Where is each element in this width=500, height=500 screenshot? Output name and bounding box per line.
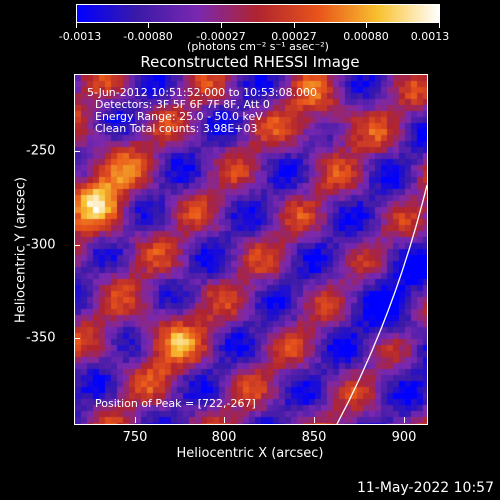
colorbar: -0.0013 -0.00080 -0.00027 0.00027 0.0008… — [59, 4, 449, 43]
colorbar-tick — [294, 22, 295, 28]
solar-limb — [336, 184, 427, 424]
info-peak-position: Position of Peak = [722,-267] — [95, 397, 256, 410]
colorbar-tick-label: 0.0013 — [410, 30, 450, 43]
colorbar-units: (photons cm⁻² s⁻¹ asec⁻²) — [187, 40, 329, 53]
colorbar-tick-label: 0.00027 — [271, 30, 317, 43]
x-tick — [314, 417, 315, 423]
plot-title: Reconstructed RHESSI Image — [140, 53, 360, 71]
x-tick-label: 900 — [391, 430, 417, 445]
x-tick-label: 800 — [211, 430, 237, 445]
colorbar-tick — [148, 22, 149, 28]
colorbar-tick — [366, 22, 367, 28]
y-axis-label: Heliocentric Y (arcsec) — [13, 177, 29, 323]
colorbar-tick — [439, 22, 440, 28]
info-energy-range: Energy Range: 25.0 - 50.0 keV — [95, 110, 263, 123]
colorbar-tick-label: -0.00027 — [196, 30, 246, 43]
x-tick — [224, 417, 225, 423]
timestamp: 11-May-2022 10:57 — [356, 480, 494, 496]
info-total-counts: Clean Total counts: 3.98E+03 — [95, 122, 258, 135]
y-tick — [74, 151, 80, 152]
info-detectors: Detectors: 3F 5F 6F 7F 8F, Att 0 — [95, 98, 270, 111]
x-tick-label: 850 — [301, 430, 327, 445]
colorbar-tick — [221, 22, 222, 28]
colorbar-tick-label: -0.00080 — [123, 30, 173, 43]
x-axis-label: Heliocentric X (arcsec) — [176, 446, 324, 461]
colorbar-tick — [76, 22, 77, 28]
x-tick — [404, 417, 405, 423]
colorbar-gradient — [76, 4, 440, 23]
colorbar-tick-label: -0.0013 — [58, 30, 102, 43]
y-tick — [74, 245, 80, 246]
x-tick — [135, 417, 136, 423]
reconstructed-image — [75, 75, 427, 424]
y-tick — [74, 338, 80, 339]
info-time-range: 5-Jun-2012 10:51:52.000 to 10:53:08.000 — [87, 86, 318, 99]
y-tick-label: -300 — [26, 237, 56, 253]
x-tick-label: 750 — [122, 430, 148, 445]
image-plot-area: 5-Jun-2012 10:51:52.000 to 10:53:08.000 … — [74, 74, 428, 425]
y-tick-label: -250 — [26, 143, 56, 159]
colorbar-tick-label: 0.00080 — [343, 30, 389, 43]
y-tick-label: -350 — [26, 330, 56, 346]
